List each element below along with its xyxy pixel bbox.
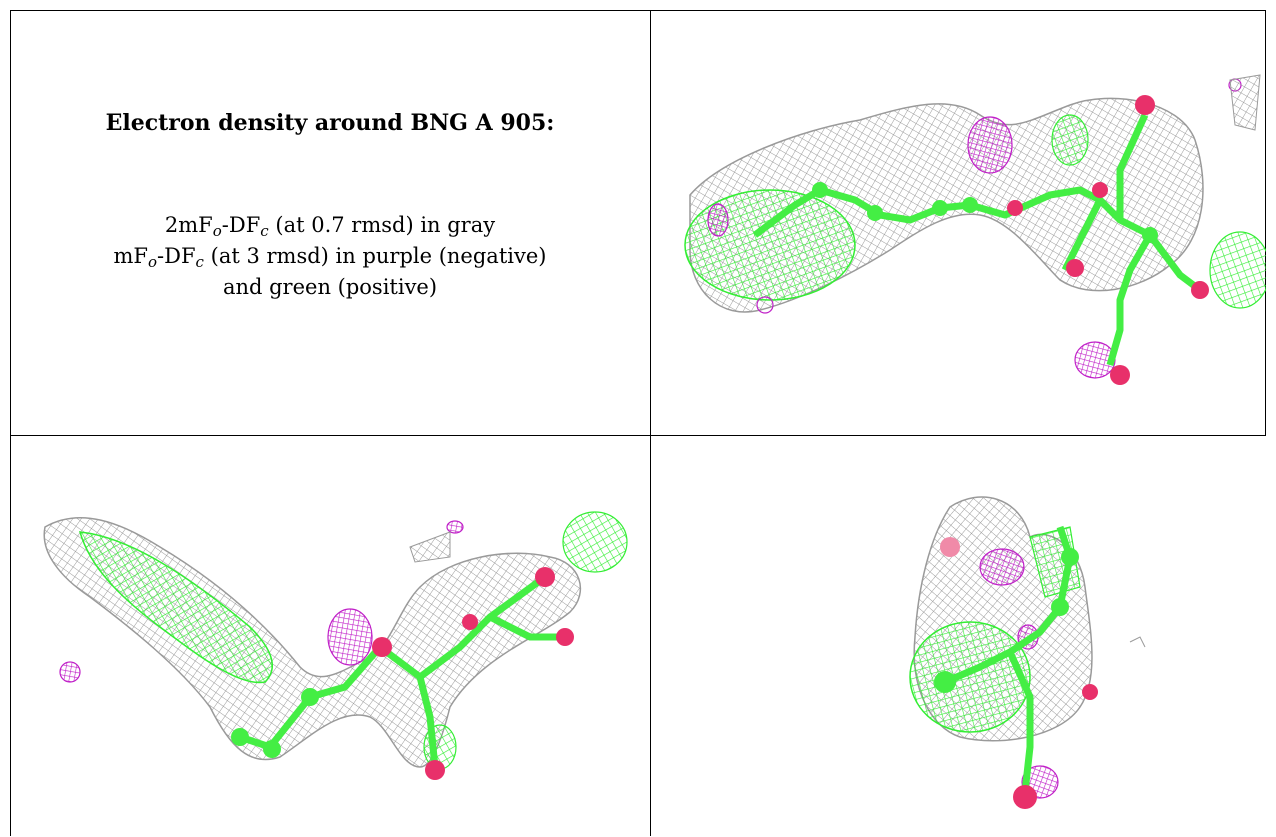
purple-mesh-blob <box>327 608 373 666</box>
caption-line-3: and green (positive) <box>222 275 438 299</box>
green-mesh-blob <box>562 511 628 573</box>
density-view-bottom-right <box>650 437 1266 836</box>
molecule-bonds <box>752 186 1154 366</box>
purple-mesh-blob <box>707 203 729 237</box>
caption-line-2-pre: mF <box>113 244 148 268</box>
purple-mesh-blob <box>59 661 81 683</box>
figure-table: Electron density around BNG A 905: 2mFo-… <box>10 10 1266 836</box>
molecule-bonds <box>488 613 560 641</box>
caption-line-2-sub2: c <box>195 253 204 271</box>
caption-line-1-pre: 2mF <box>164 213 213 237</box>
caption-line-2: mFo-DFc (at 3 rmsd) in purple (negative) <box>10 241 650 272</box>
purple-mesh-blob <box>446 520 464 534</box>
caption-line-1: 2mFo-DFc (at 0.7 rmsd) in gray <box>10 210 650 241</box>
oxygen-atom <box>1013 785 1037 809</box>
oxygen-atom <box>372 637 392 657</box>
table-border-right <box>1265 10 1266 435</box>
carbon-atom <box>934 671 956 693</box>
green-mesh-blob <box>78 531 273 684</box>
caption-cell: Electron density around BNG A 905: 2mFo-… <box>10 10 650 435</box>
table-border-center <box>650 10 651 836</box>
molecule-bonds <box>238 643 439 768</box>
oxygen-atom <box>940 537 960 557</box>
carbon-atom <box>231 728 249 746</box>
caption-line-2-mid: -DF <box>157 244 196 268</box>
caption-line-2-post: (at 3 rmsd) in purple (negative) <box>203 244 547 268</box>
carbon-atom <box>932 200 948 216</box>
caption-line-1-sub1: o <box>212 222 222 240</box>
green-mesh-blob <box>1209 231 1266 309</box>
molecule-bonds <box>417 574 548 680</box>
carbon-atom <box>1061 548 1079 566</box>
caption-heading: Electron density around BNG A 905: <box>105 110 555 136</box>
carbon-atom <box>1051 598 1069 616</box>
molecule-bonds <box>1006 650 1034 793</box>
molecule-bonds <box>1061 198 1104 272</box>
density-image-bottom-right <box>909 496 1146 809</box>
gray-mesh-fragment <box>1129 636 1146 648</box>
green-mesh-blob <box>909 621 1031 733</box>
caption-description: 2mFo-DFc (at 0.7 rmsd) in gray mFo-DFc (… <box>10 210 650 303</box>
oxygen-atom <box>1007 200 1023 216</box>
oxygen-atom <box>1191 281 1209 299</box>
oxygen-atom <box>535 567 555 587</box>
density-image-top-right <box>684 74 1266 385</box>
green-mesh-blob <box>684 189 856 301</box>
oxygen-atom <box>1066 259 1084 277</box>
oxygen-atom <box>1082 684 1098 700</box>
oxygen-atom <box>462 614 478 630</box>
purple-mesh-blob <box>967 116 1013 174</box>
oxygen-atom <box>425 760 445 780</box>
caption-line-1-mid: -DF <box>221 213 261 237</box>
carbon-atom <box>301 688 319 706</box>
molecule-bonds <box>1116 113 1149 220</box>
table-border-top <box>10 10 1266 11</box>
green-mesh-blob <box>1051 114 1089 166</box>
oxygen-atom <box>1135 95 1155 115</box>
purple-mesh-blob <box>979 548 1025 586</box>
carbon-atom <box>962 197 978 213</box>
gray-mesh-fragment <box>409 531 451 563</box>
density-view-bottom-left <box>10 437 650 836</box>
density-view-top-right <box>650 10 1266 435</box>
oxygen-atom <box>1110 365 1130 385</box>
purple-mesh-blob <box>756 296 774 314</box>
caption-line-1-post: (at 0.7 rmsd) in gray <box>268 213 496 237</box>
oxygen-atom <box>556 628 574 646</box>
carbon-atom <box>867 205 883 221</box>
gray-mesh-fragment <box>1229 74 1261 131</box>
caption-line-1-sub2: c <box>260 222 269 240</box>
caption-line-2-sub1: o <box>148 253 158 271</box>
carbon-atom <box>812 182 828 198</box>
oxygen-atom <box>1092 182 1108 198</box>
table-border-left <box>10 10 11 836</box>
carbon-atom <box>1142 227 1158 243</box>
table-border-middle <box>10 435 1266 436</box>
carbon-atom <box>263 740 281 758</box>
density-image-bottom-left <box>43 511 628 780</box>
